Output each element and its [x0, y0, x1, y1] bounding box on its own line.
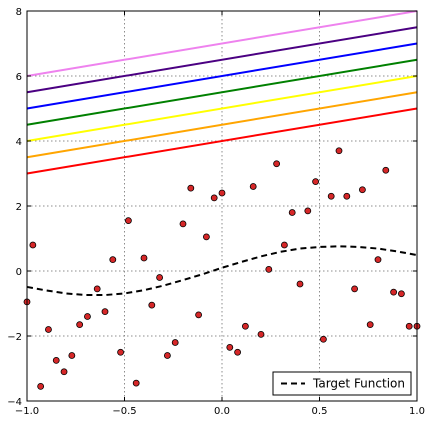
scatter-point [101, 308, 109, 316]
scatter-point [226, 343, 234, 351]
series-line-4 [26, 75, 418, 142]
scatter-point [140, 254, 148, 262]
series-line-1 [26, 26, 418, 94]
legend: Target Function [272, 371, 412, 396]
y-tick-label: 8 [16, 7, 22, 18]
scatter-point [335, 147, 343, 155]
scatter-point [195, 311, 203, 319]
scatter-point [319, 335, 327, 343]
scatter-point [296, 280, 304, 288]
scatter-point [358, 186, 366, 194]
scatter-point [374, 256, 382, 264]
scatter-point [45, 326, 52, 333]
scatter-point [397, 290, 405, 298]
y-tick-label: 6 [16, 72, 22, 83]
scatter-point [343, 192, 351, 200]
scatter-point [218, 189, 226, 197]
series-line-5 [26, 91, 418, 159]
y-tick-label: −4 [7, 397, 22, 408]
scatter-point [37, 382, 45, 390]
scatter-point [312, 178, 320, 186]
target-function-line [26, 245, 418, 297]
scatter-point [187, 184, 195, 192]
scatter-point [249, 183, 257, 190]
scatter-point [234, 348, 242, 356]
scatter-point [52, 356, 60, 364]
x-tick-label: 0.5 [312, 406, 328, 417]
x-tick-label: −0.5 [112, 406, 136, 417]
y-tick-label: 2 [16, 202, 22, 213]
x-tick-label: 1.0 [409, 406, 425, 417]
y-tick-label: 4 [16, 137, 22, 148]
scatter-point [210, 194, 218, 202]
scatter-point [124, 217, 132, 225]
scatter-point [60, 368, 68, 376]
scatter-point [241, 322, 249, 330]
scatter-point [351, 285, 359, 293]
scatter-point [265, 265, 273, 273]
straight-lines [26, 10, 418, 175]
y-tick-label: −2 [7, 332, 22, 343]
scatter-point [273, 160, 281, 168]
scatter-point [76, 321, 84, 329]
scatter-point [171, 339, 179, 346]
series-line-6 [26, 107, 418, 175]
scatter-point [304, 207, 312, 215]
scatter-points [23, 147, 421, 390]
x-tick-label: −1.0 [15, 406, 39, 417]
series-line-2 [26, 42, 418, 110]
scatter-point [84, 313, 91, 320]
axis-ticks: −1.0 −0.5 0.0 0.5 1.0 −4 −2 0 2 4 6 8 [7, 7, 425, 417]
scatter-point [132, 379, 140, 387]
scatter-point [390, 288, 398, 296]
scatter-point [327, 192, 335, 200]
scatter-point [366, 321, 374, 329]
scatter-point [405, 322, 413, 330]
scatter-point [148, 301, 156, 309]
target-function-layer [26, 245, 418, 297]
series-line-0 [26, 10, 418, 77]
scatter-point [288, 209, 296, 216]
y-tick-label: 0 [16, 267, 22, 278]
series-line-3 [26, 58, 418, 126]
legend-box [272, 371, 412, 396]
scatter-point [156, 274, 164, 281]
scatter-point [29, 241, 37, 249]
scatter-point [179, 220, 187, 228]
x-tick-label: 0.0 [214, 406, 230, 417]
scatter-point [93, 285, 101, 293]
scatter-point [68, 352, 76, 359]
scatter-point [280, 241, 288, 249]
scatter-point [382, 166, 390, 174]
scatter-point [163, 352, 171, 359]
scatter-point [257, 330, 265, 338]
scatter-point [109, 256, 117, 264]
scatter-point [202, 233, 210, 241]
legend-label-target-function: Target Function [312, 377, 405, 391]
scatter-point [117, 348, 124, 356]
